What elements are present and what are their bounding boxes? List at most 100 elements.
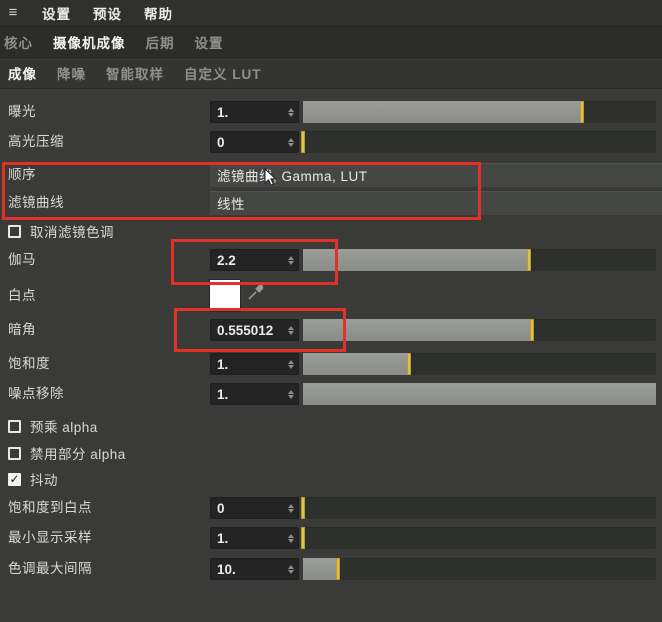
slider-handle[interactable] — [406, 353, 411, 375]
min-display-samples-input[interactable]: 1. — [210, 527, 299, 549]
chevron-up-icon — [287, 533, 294, 538]
main-tab-bar: 核心 摄像机成像 后期 设置 — [0, 27, 662, 58]
exposure-label: 曝光 — [8, 104, 36, 119]
premultiplied-alpha-checkbox[interactable]: ✓ — [8, 419, 21, 433]
tab-post[interactable]: 后期 — [145, 36, 175, 51]
min-display-samples-label: 最小显示采样 — [8, 530, 92, 545]
mouse-cursor-icon — [264, 168, 277, 186]
white-point-color-swatch[interactable] — [210, 280, 240, 311]
row-dithering: ✓ 抖动 — [0, 469, 662, 489]
chevron-down-icon — [287, 260, 294, 265]
chevron-down-icon — [287, 330, 294, 335]
min-display-samples-slider[interactable] — [301, 527, 656, 549]
gamma-stepper[interactable] — [284, 249, 297, 271]
hamburger-icon[interactable]: ≡ — [8, 4, 18, 21]
saturation-to-white-input[interactable]: 0 — [210, 497, 299, 519]
menu-help[interactable]: 帮助 — [144, 7, 173, 22]
cancel-filter-tint-checkbox[interactable]: ✓ — [8, 224, 21, 238]
noise-removal-label: 噪点移除 — [8, 386, 64, 401]
highlight-compression-input[interactable]: 0 — [210, 131, 299, 153]
check-icon: ✓ — [9, 471, 20, 486]
row-highlight-compression: 高光压缩 0 — [0, 131, 662, 153]
disable-partial-alpha-checkbox[interactable]: ✓ — [8, 446, 21, 460]
chevron-up-icon — [287, 137, 294, 142]
tone-max-interval-input[interactable]: 10. — [210, 558, 299, 580]
tab-settings[interactable]: 设置 — [194, 36, 224, 51]
highlight-compression-value: 0 — [217, 134, 225, 150]
min-display-samples-value: 1. — [217, 530, 229, 546]
slider-handle[interactable] — [336, 558, 341, 580]
slider-handle[interactable] — [526, 249, 531, 271]
dithering-checkbox[interactable]: ✓ — [8, 471, 21, 486]
vignette-input[interactable]: 0.555012 — [210, 319, 299, 341]
row-vignette: 暗角 0.555012 — [0, 319, 662, 341]
saturation-to-white-slider[interactable] — [301, 497, 656, 519]
menu-bar: ≡ 设置 预设 帮助 — [0, 0, 662, 27]
tab-core[interactable]: 核心 — [4, 36, 33, 51]
menu-presets[interactable]: 预设 — [93, 7, 122, 22]
vignette-value: 0.555012 — [217, 322, 274, 338]
eyedropper-icon[interactable] — [246, 282, 266, 302]
chevron-down-icon — [287, 508, 294, 513]
chevron-down-icon — [287, 569, 294, 574]
noise-removal-slider[interactable] — [303, 383, 656, 405]
min-display-samples-stepper[interactable] — [284, 527, 297, 549]
row-saturation-to-white: 饱和度到白点 0 — [0, 497, 662, 519]
sub-tab-bar: 成像 降噪 智能取样 自定义 LUT — [0, 58, 662, 89]
filter-curve-dropdown[interactable]: 线性 — [210, 191, 662, 215]
disable-partial-alpha-label: 禁用部分 alpha — [30, 447, 126, 462]
gamma-value: 2.2 — [217, 252, 236, 268]
chevron-up-icon — [287, 255, 294, 260]
slider-handle[interactable] — [579, 101, 584, 123]
saturation-stepper[interactable] — [284, 353, 297, 375]
menu-settings[interactable]: 设置 — [42, 7, 71, 22]
row-disable-partial-alpha: ✓ 禁用部分 alpha — [0, 443, 662, 463]
chevron-up-icon — [287, 564, 294, 569]
tone-max-interval-stepper[interactable] — [284, 558, 297, 580]
row-order: 顺序 滤镜曲线, Gamma, LUT — [0, 163, 662, 187]
vignette-slider[interactable] — [303, 319, 656, 341]
tone-max-interval-value: 10. — [217, 561, 236, 577]
tab-custom-lut[interactable]: 自定义 LUT — [184, 67, 262, 82]
saturation-value: 1. — [217, 356, 229, 372]
gamma-input[interactable]: 2.2 — [210, 249, 299, 271]
chevron-down-icon — [287, 364, 294, 369]
slider-handle[interactable] — [530, 319, 535, 341]
exposure-slider[interactable] — [303, 101, 656, 123]
vignette-stepper[interactable] — [284, 319, 297, 341]
tab-imaging[interactable]: 成像 — [8, 67, 37, 82]
highlight-compression-slider[interactable] — [301, 131, 656, 153]
noise-removal-input[interactable]: 1. — [210, 383, 299, 405]
saturation-to-white-stepper[interactable] — [284, 497, 297, 519]
tab-camera-imaging[interactable]: 摄像机成像 — [53, 36, 126, 51]
row-premultiplied-alpha: ✓ 预乘 alpha — [0, 416, 662, 436]
chevron-down-icon — [287, 142, 294, 147]
gamma-label: 伽马 — [8, 252, 36, 267]
exposure-input[interactable]: 1. — [210, 101, 299, 123]
noise-removal-stepper[interactable] — [284, 383, 297, 405]
saturation-to-white-value: 0 — [217, 500, 225, 516]
tab-smart-sampling[interactable]: 智能取样 — [106, 67, 164, 82]
slider-handle[interactable] — [301, 527, 305, 549]
chevron-down-icon — [287, 538, 294, 543]
slider-handle[interactable] — [301, 131, 305, 153]
premultiplied-alpha-label: 预乘 alpha — [30, 420, 98, 435]
tone-max-interval-slider[interactable] — [303, 558, 656, 580]
slider-handle[interactable] — [301, 497, 305, 519]
highlight-compression-stepper[interactable] — [284, 131, 297, 153]
exposure-stepper[interactable] — [284, 101, 297, 123]
vignette-label: 暗角 — [8, 322, 36, 337]
order-label: 顺序 — [8, 167, 36, 182]
tab-denoise[interactable]: 降噪 — [57, 67, 86, 82]
filter-curve-value: 线性 — [217, 197, 245, 212]
saturation-slider[interactable] — [303, 353, 656, 375]
parameter-panel: 曝光 1. 高光压缩 0 顺序 滤镜曲线, Gamma, LUT 滤镜曲线 线性 — [0, 88, 662, 622]
gamma-slider[interactable] — [303, 249, 656, 271]
order-dropdown[interactable]: 滤镜曲线, Gamma, LUT — [210, 163, 662, 187]
row-tone-max-interval: 色调最大间隔 10. — [0, 558, 662, 580]
chevron-up-icon — [287, 107, 294, 112]
chevron-down-icon — [287, 394, 294, 399]
highlight-compression-label: 高光压缩 — [8, 134, 64, 149]
saturation-input[interactable]: 1. — [210, 353, 299, 375]
